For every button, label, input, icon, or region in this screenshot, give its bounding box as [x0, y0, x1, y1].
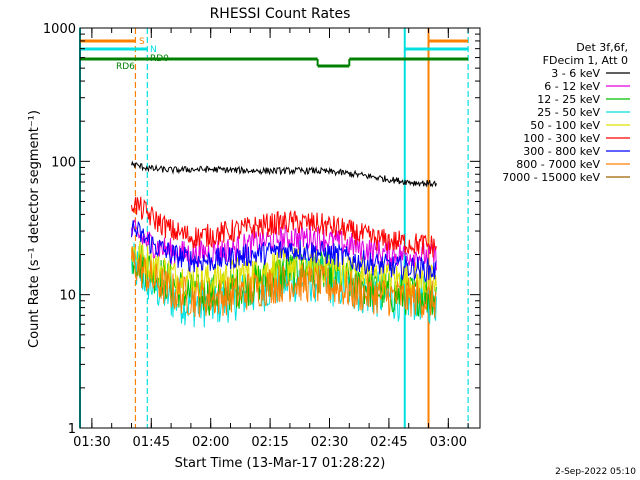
state-label-s: S — [139, 37, 145, 47]
x-tick-label-02-45: 02:45 — [370, 435, 407, 450]
x-tick-label-03-00: 03:00 — [430, 435, 467, 450]
x-tick-label-02-30: 02:30 — [311, 435, 348, 450]
series-line-50-100-kev — [131, 240, 437, 299]
legend-label-50-100-kev: 50 - 100 keV — [530, 119, 600, 132]
chart-title: RHESSI Count Rates — [210, 6, 351, 22]
state-label-rd0: RD0 — [150, 54, 169, 64]
legend-label-800-7000-kev: 800 - 7000 keV — [516, 158, 600, 171]
legend-header-line-1: Det 3f,6f, — [576, 41, 628, 54]
legend-label-12-25-kev: 12 - 25 keV — [537, 93, 600, 106]
series-line-800-7000-kev — [131, 246, 437, 318]
x-axis-label: Start Time (13-Mar-17 01:28:22) — [175, 456, 386, 471]
series-line-300-800-kev — [131, 220, 437, 283]
legend-label-300-800-kev: 300 - 800 keV — [523, 145, 600, 158]
y-tick-label-1000: 1000 — [43, 22, 76, 37]
y-tick-label-10: 10 — [59, 289, 76, 304]
x-tick-label-01-45: 01:45 — [133, 435, 170, 450]
legend-label-25-50-kev: 25 - 50 keV — [537, 106, 600, 119]
y-tick-label-100: 100 — [51, 155, 76, 170]
series-line-3-6-kev — [131, 160, 437, 188]
legend-label-6-12-kev: 6 - 12 keV — [544, 80, 600, 93]
axes: 1 10 100 1000 01:30 01:45 02:00 02:15 02:30 02:45… — [43, 22, 481, 450]
legend-label-7000-15000-kev: 7000 - 15000 keV — [502, 171, 600, 184]
x-tick-label-02-00: 02:00 — [192, 435, 229, 450]
x-tick-label-02-15: 02:15 — [251, 435, 288, 450]
legend-label-100-300-kev: 100 - 300 keV — [523, 132, 600, 145]
series-line-100-300-kev — [131, 196, 437, 258]
plot-frame — [79, 27, 481, 429]
y-axis-label: Count Rate (s⁻¹ detector segment⁻¹) — [27, 110, 42, 348]
state-label-rd6: RD6 — [116, 62, 135, 72]
legend-header-line-2: FDecim 1, Att 0 — [543, 54, 628, 67]
y-tick-label-1: 1 — [68, 422, 76, 437]
legend-label-3-6-kev: 3 - 6 keV — [551, 67, 600, 80]
x-tick-label-01-30: 01:30 — [73, 435, 110, 450]
series-lines — [131, 160, 437, 328]
timestamp-label: 2-Sep-2022 05:10 — [555, 467, 636, 477]
series-line-25-50-kev — [131, 242, 437, 328]
state-label-n: N — [150, 45, 157, 55]
